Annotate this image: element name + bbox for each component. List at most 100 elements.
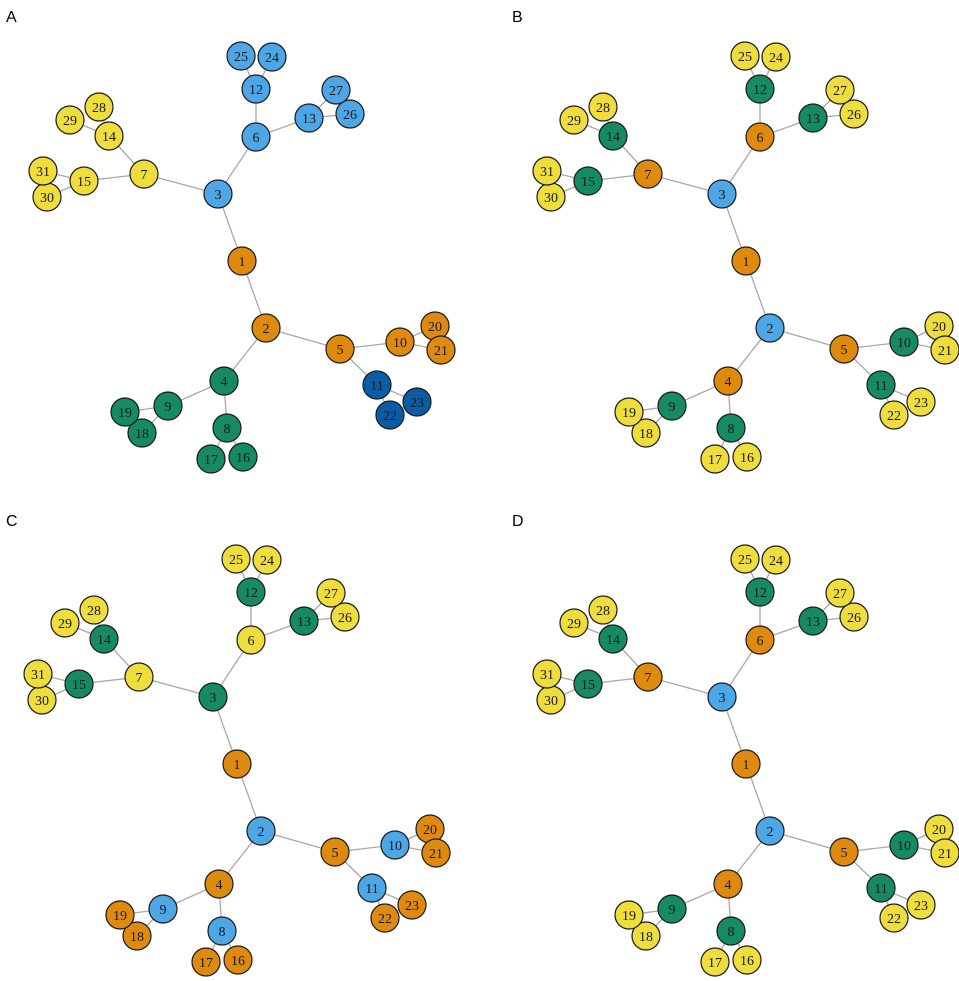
node-label: 22 (383, 409, 397, 424)
node-circle (906, 890, 936, 920)
node-label: 1 (234, 758, 241, 773)
node-circle (222, 749, 252, 779)
node-circle (614, 900, 644, 930)
node-label: 25 (738, 50, 752, 65)
node-label: 13 (297, 615, 311, 630)
node-label: 20 (932, 320, 946, 335)
node-label: 10 (393, 336, 407, 351)
node-circle (380, 830, 410, 860)
node-label: 14 (102, 130, 116, 145)
node-label: 18 (130, 930, 144, 945)
tree-node: 21 (421, 838, 451, 868)
node-label: 11 (874, 882, 887, 897)
node-circle (573, 166, 603, 196)
tree-node: 10 (889, 830, 919, 860)
tree-node: 21 (930, 335, 959, 365)
node-circle (866, 370, 896, 400)
tree-node: 4 (713, 366, 743, 396)
tree-node: 23 (402, 387, 432, 417)
node-circle (825, 578, 855, 608)
node-circle (755, 313, 785, 343)
panel-label: B (512, 9, 523, 26)
tree-node: 19 (614, 900, 644, 930)
tree-node: 23 (397, 890, 427, 920)
tree-node: 7 (124, 662, 154, 692)
node-circle (316, 578, 346, 608)
node-circle (631, 921, 661, 951)
node-circle (731, 246, 761, 276)
node-circle (251, 313, 281, 343)
tree-node: 25 (730, 544, 760, 574)
panel-c: C123456789101112131415161718192021222324… (6, 513, 451, 977)
node-label: 24 (265, 51, 279, 66)
tree-node: 28 (79, 595, 109, 625)
node-circle (127, 418, 157, 448)
node-label: 8 (219, 925, 226, 940)
tree-node: 11 (357, 873, 387, 903)
node-label: 29 (58, 617, 72, 632)
node-label: 30 (544, 694, 558, 709)
node-label: 12 (244, 586, 258, 601)
tree-node: 8 (212, 413, 242, 443)
node-label: 10 (897, 336, 911, 351)
tree-node: 1 (222, 749, 252, 779)
tree-node: 27 (316, 578, 346, 608)
node-label: 19 (113, 909, 127, 924)
tree-node: 28 (84, 92, 114, 122)
node-circle (69, 166, 99, 196)
node-circle (196, 444, 226, 474)
node-circle (707, 179, 737, 209)
tree-node: 18 (127, 418, 157, 448)
tree-node: 9 (153, 391, 183, 421)
tree-node: 12 (241, 74, 271, 104)
node-label: 30 (40, 191, 54, 206)
node-circle (153, 391, 183, 421)
tree-node: 25 (221, 544, 251, 574)
node-label: 27 (324, 587, 338, 602)
node-circle (713, 366, 743, 396)
node-circle (829, 837, 859, 867)
node-circle (236, 625, 266, 655)
tree-node: 22 (879, 400, 909, 430)
node-circle (203, 179, 233, 209)
tree-node: 7 (129, 159, 159, 189)
node-label: 28 (92, 101, 106, 116)
node-circle (745, 625, 775, 655)
tree-node: 31 (23, 659, 53, 689)
tree-node: 28 (588, 595, 618, 625)
tree-node: 25 (226, 41, 256, 71)
node-circle (732, 442, 762, 472)
tree-node: 16 (732, 442, 762, 472)
node-circle (191, 947, 221, 977)
node-label: 5 (332, 846, 339, 861)
tree-node: 26 (839, 99, 869, 129)
tree-node: 29 (559, 608, 589, 638)
node-circle (23, 659, 53, 689)
node-circle (89, 624, 119, 654)
node-circle (79, 595, 109, 625)
tree-node: 4 (713, 869, 743, 899)
node-circle (707, 682, 737, 712)
tree-node: 4 (204, 869, 234, 899)
panel-d: D123456789101112131415161718192021222324… (512, 513, 959, 977)
node-circle (745, 122, 775, 152)
tree-node: 29 (559, 105, 589, 135)
tree-node: 16 (228, 442, 258, 472)
node-label: 16 (231, 954, 245, 969)
node-circle (631, 418, 661, 448)
node-label: 6 (248, 634, 255, 649)
panel-label: D (512, 513, 524, 530)
node-label: 23 (914, 899, 928, 914)
tree-node: 5 (320, 837, 350, 867)
tree-node: 5 (325, 334, 355, 364)
tree-node: 12 (745, 74, 775, 104)
tree-node: 13 (294, 103, 324, 133)
panel-label: A (6, 9, 17, 26)
tree-node: 17 (700, 444, 730, 474)
node-label: 15 (72, 678, 86, 693)
node-label: 11 (874, 379, 887, 394)
node-circle (94, 121, 124, 151)
tree-node: 21 (930, 838, 959, 868)
tree-node: 27 (825, 578, 855, 608)
tree-node: 7 (633, 662, 663, 692)
